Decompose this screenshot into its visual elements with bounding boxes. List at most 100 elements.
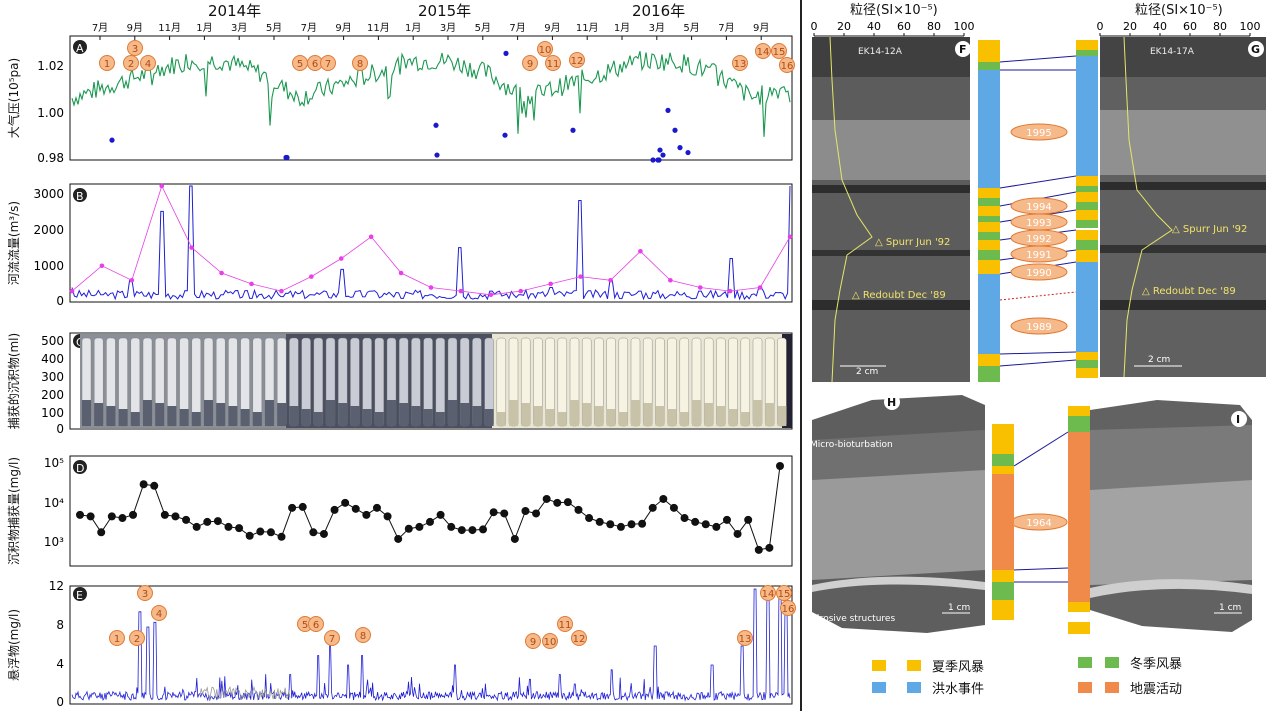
trap-point: [404, 524, 413, 533]
pressure-dot: [502, 132, 508, 138]
strat-column-h: [992, 424, 1014, 620]
month-labels: 7月 9月 11月 1月 3月 5月 7月 9月 11月 1月 3月 5月 7月 9月 11月 1月 3月 5月 7…: [92, 22, 769, 40]
scale-bar-label: 1 cm: [1219, 603, 1241, 613]
storm-marker-e-label: 14: [762, 589, 775, 600]
sediment-series-line: [71, 184, 791, 296]
panel-label-i: I: [1236, 413, 1240, 426]
sediment-bottles-photo: [80, 334, 792, 428]
bottle-sediment: [362, 409, 372, 426]
trap-point: [129, 510, 138, 519]
month-label: 9月: [753, 22, 769, 34]
sediment-series-point: [757, 285, 763, 290]
svg-text:B: B: [76, 190, 84, 203]
bottle-sediment: [313, 412, 323, 426]
bottle-sediment: [716, 406, 726, 426]
time-series-chart: 2014年 2015年 2016年 7月 9月 11月 1月 3月 5月 7月 9月 11月 1月…: [6, 2, 796, 709]
bottle-sediment: [435, 412, 445, 426]
y-tick-label: 10³: [44, 535, 64, 549]
panel-label-b: B: [73, 188, 87, 203]
suspended-matter-line: [71, 588, 791, 702]
pressure-line: [71, 51, 791, 137]
bottle-sediment: [289, 406, 299, 426]
pressure-dot: [650, 157, 656, 163]
sediment-series-point: [219, 270, 224, 276]
panel-label-e: E: [73, 587, 87, 602]
bottle-sediment: [143, 400, 152, 426]
layer: [1076, 352, 1098, 360]
bottle-sediment: [228, 406, 238, 426]
trap-point: [118, 514, 127, 523]
y-tick-label: 4: [56, 657, 64, 671]
layer: [978, 240, 1000, 250]
bottle-sediment: [252, 412, 262, 426]
bottle-sediment: [179, 409, 189, 426]
axis-tick-label: 40: [867, 20, 881, 33]
storm-marker-e: [151, 605, 167, 621]
storm-marker-e: [780, 600, 796, 616]
layer: [1076, 230, 1098, 240]
storm-marker-a-label: 3: [132, 44, 138, 55]
storm-marker-e-label: 9: [530, 637, 536, 648]
bottle-sediment: [216, 403, 226, 426]
trap-point: [139, 480, 148, 489]
sediment-series-point: [279, 288, 284, 294]
month-label: 7月: [301, 22, 317, 34]
year-pill: [1010, 245, 1068, 263]
year-labels: 1995 1994 1993 1992 1991 1990 1989 1964: [1010, 123, 1068, 531]
month-label: 1月: [196, 22, 212, 34]
bottle-sediment: [692, 400, 701, 426]
trap-point: [224, 522, 233, 531]
trap-point: [351, 504, 360, 513]
sediment-series-point: [518, 288, 524, 294]
layer: [992, 600, 1014, 620]
sediment-series-point: [668, 277, 673, 283]
layer: [1076, 262, 1098, 352]
storm-marker-a: [755, 43, 771, 59]
sediment-series-point: [787, 234, 793, 240]
trap-point: [277, 532, 286, 541]
trap-point: [341, 498, 350, 507]
storm-marker-a-label: 15: [773, 47, 786, 58]
month-label: 7月: [92, 22, 108, 34]
panel-label-f: F: [959, 43, 967, 56]
storm-marker-e: [737, 630, 753, 646]
panel-label-h: H: [887, 396, 896, 409]
bottle-sediment: [704, 403, 714, 426]
trap-point: [203, 517, 212, 526]
legend-flood-event: 洪水事件: [932, 682, 984, 697]
left-figure: 2014年 2015年 2016年 7月 9月 11月 1月 3月 5月 7月 9月 11月 1月…: [6, 2, 796, 709]
sediment-series-point: [488, 292, 494, 298]
bottle-sediment: [484, 409, 494, 426]
layer: [992, 454, 1014, 466]
correlation-line: [999, 55, 1077, 63]
month-label: 7月: [718, 22, 734, 34]
trap-point: [701, 520, 710, 529]
layer: [1076, 220, 1098, 228]
layer: [978, 188, 1000, 198]
trap-point: [638, 519, 647, 528]
pressure-dot: [665, 107, 671, 113]
month-label: 9月: [335, 22, 351, 34]
storm-marker-e: [109, 630, 125, 646]
storm-marker-e: [324, 630, 340, 646]
y-tick-label: 3000: [33, 187, 64, 201]
year-label: 2015年: [418, 2, 471, 20]
grain-size-curve: [829, 36, 873, 383]
bottle-sediment: [521, 403, 531, 426]
trap-point: [309, 528, 318, 537]
year-label: 2014年: [208, 2, 261, 20]
storm-marker-e-label: 12: [573, 634, 586, 645]
storm-marker-a-label: 12: [571, 56, 584, 67]
year-pill-label: 1991: [1026, 250, 1051, 261]
layer: [978, 222, 1000, 232]
trap-point: [330, 505, 339, 514]
bottle-sediment: [301, 409, 311, 426]
sediment-series-point: [398, 270, 404, 276]
trap-point: [733, 529, 742, 538]
bottle-sediment: [557, 412, 567, 426]
bottle-sediment: [496, 412, 506, 426]
panel-d-frame: [69, 455, 793, 567]
scale-bar-label: 1 cm: [948, 603, 970, 613]
layer: [992, 474, 1014, 570]
storm-marker-a: [99, 55, 115, 71]
